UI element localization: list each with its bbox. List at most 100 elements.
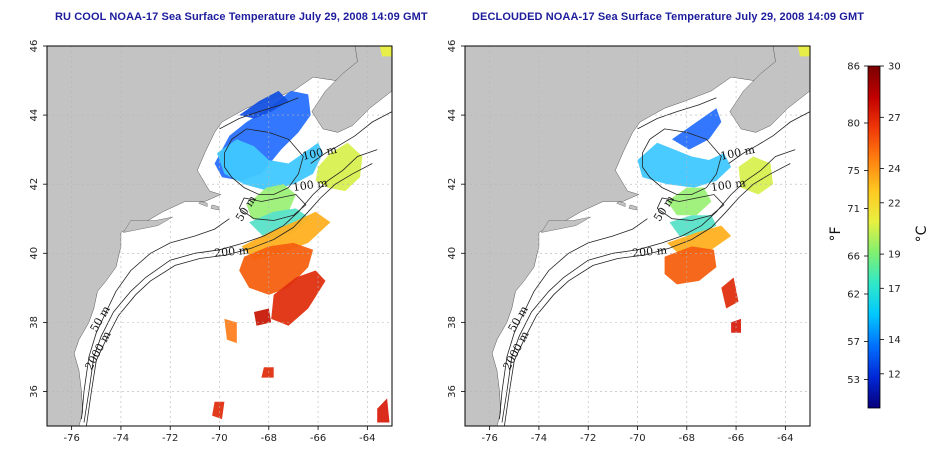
sst-patch	[241, 211, 331, 261]
fahrenheit-tick-label: 71	[847, 204, 860, 215]
fahrenheit-tick-label: 62	[847, 290, 860, 301]
contour-gulf-basin	[223, 128, 304, 195]
sst-patch	[721, 277, 739, 309]
land-us-coast	[46, 45, 378, 427]
sst-patch	[377, 398, 390, 423]
sst-patch	[224, 318, 237, 344]
celsius-tick-label: 12	[888, 369, 901, 380]
sst-patch	[217, 139, 323, 192]
x-tick-label: -74	[531, 433, 547, 444]
sst-patch	[254, 308, 272, 326]
fahrenheit-tick-label: 57	[847, 337, 860, 348]
land-nantucket	[210, 204, 220, 211]
sst-patch	[379, 46, 392, 57]
contour-georges-bank	[238, 194, 307, 221]
x-tick-label: -64	[359, 433, 375, 444]
sst-patch	[239, 90, 289, 119]
sst-patch	[667, 225, 732, 257]
contour-label-100m-b: 100 m	[292, 176, 329, 194]
x-tick-label: -76	[481, 433, 497, 444]
sst-map-declouded: 100 m 100 m 50 m 200 m 50 m 2000 m -76 -74 -72 -7…	[447, 40, 811, 444]
fahrenheit-tick-label: 53	[847, 375, 860, 386]
sst-patch	[738, 156, 773, 195]
x-tick-label: -68	[679, 433, 695, 444]
contour-shelf-outer	[83, 149, 378, 423]
y-tick-label: 36	[447, 385, 458, 398]
y-tick-label: 44	[29, 109, 40, 122]
contour-label-100m-b: 100 m	[710, 176, 747, 194]
x-tick-label: -66	[310, 433, 326, 444]
contour-coastal-me	[219, 97, 299, 130]
contour-shelf-outer	[501, 149, 796, 423]
y-tick-label: 40	[29, 247, 40, 260]
land-us-coast	[464, 45, 796, 427]
fahrenheit-tick-label: 66	[847, 252, 860, 263]
sst-map-raw: 100 m 100 m 50 m 200 m 50 m 2000 m -76 -74 -72 -7…	[29, 40, 393, 444]
sst-patch	[672, 108, 722, 150]
y-tick-label: 40	[447, 247, 458, 260]
celsius-tick-label: 27	[888, 113, 901, 124]
contour-scotian	[310, 111, 393, 164]
sst-patch	[637, 142, 732, 188]
land-marthas-vineyard	[198, 201, 208, 207]
celsius-tick-label: 17	[888, 284, 901, 295]
temperature-colorbar-svg: 12 14 17 19 22 24 27 30 53 57 62 66 71 75 80 86 °F °C	[828, 62, 930, 409]
y-tick-label: 38	[29, 316, 40, 329]
land-marthas-vineyard	[616, 201, 626, 207]
x-tick-label: -74	[113, 433, 129, 444]
sst-patch	[315, 142, 363, 192]
x-tick-label: -64	[777, 433, 793, 444]
celsius-tick-label: 19	[888, 250, 901, 261]
y-tick-label: 46	[29, 40, 40, 53]
fahrenheit-unit-label: °F	[828, 226, 844, 241]
celsius-tick-label: 14	[888, 335, 901, 346]
x-tick-label: -70	[629, 433, 645, 444]
sst-patch	[239, 242, 314, 295]
sst-patch	[797, 46, 810, 57]
contour-coastal-me	[637, 97, 717, 130]
celsius-tick-label: 24	[888, 164, 901, 175]
contour-label-200m: 200 m	[632, 244, 668, 260]
contour-50m	[81, 218, 230, 420]
y-tick-label: 46	[447, 40, 458, 53]
contour-50m	[499, 218, 648, 420]
contour-gulf-basin	[641, 128, 722, 195]
panel-title-declouded: DECLOUDED NOAA-17 Sea Surface Temperatur…	[472, 11, 865, 23]
sst-patch	[731, 318, 741, 333]
x-tick-label: -72	[580, 433, 596, 444]
sst-patch	[261, 367, 274, 378]
fahrenheit-tick-label: 75	[847, 166, 860, 177]
panel-title-raw: RU COOL NOAA-17 Sea Surface Temperature …	[55, 11, 428, 23]
x-tick-label: -66	[728, 433, 744, 444]
colorbar-bar	[867, 65, 881, 409]
y-tick-label: 38	[447, 316, 458, 329]
contour-scotian	[728, 111, 811, 164]
x-tick-label: -72	[162, 433, 178, 444]
sst-patch	[271, 270, 326, 326]
temperature-colorbar: 12 14 17 19 22 24 27 30 53 57 62 66 71 75 80 86 °F °C	[800, 52, 940, 422]
contour-shelf-mid	[504, 163, 791, 427]
x-tick-label: -70	[211, 433, 227, 444]
fahrenheit-tick-label: 86	[847, 62, 860, 73]
sst-patch	[664, 246, 717, 285]
sst-patch	[249, 208, 311, 240]
contour-label-200m: 200 m	[214, 244, 250, 260]
celsius-tick-label: 22	[888, 198, 901, 209]
contour-shelf-mid	[86, 163, 373, 427]
fahrenheit-tick-label: 80	[847, 119, 860, 130]
sst-patch	[212, 401, 225, 420]
celsius-unit-label: °C	[914, 225, 930, 242]
contour-georges-bank	[656, 194, 725, 221]
x-tick-label: -68	[261, 433, 277, 444]
land-long-island	[540, 216, 591, 233]
y-tick-label: 42	[29, 178, 40, 191]
x-tick-label: -76	[63, 433, 79, 444]
y-tick-label: 44	[447, 109, 458, 122]
land-long-island	[122, 216, 173, 233]
y-tick-label: 42	[447, 178, 458, 191]
celsius-tick-label: 30	[888, 62, 901, 73]
land-nantucket	[628, 204, 638, 211]
y-tick-label: 36	[29, 385, 40, 398]
